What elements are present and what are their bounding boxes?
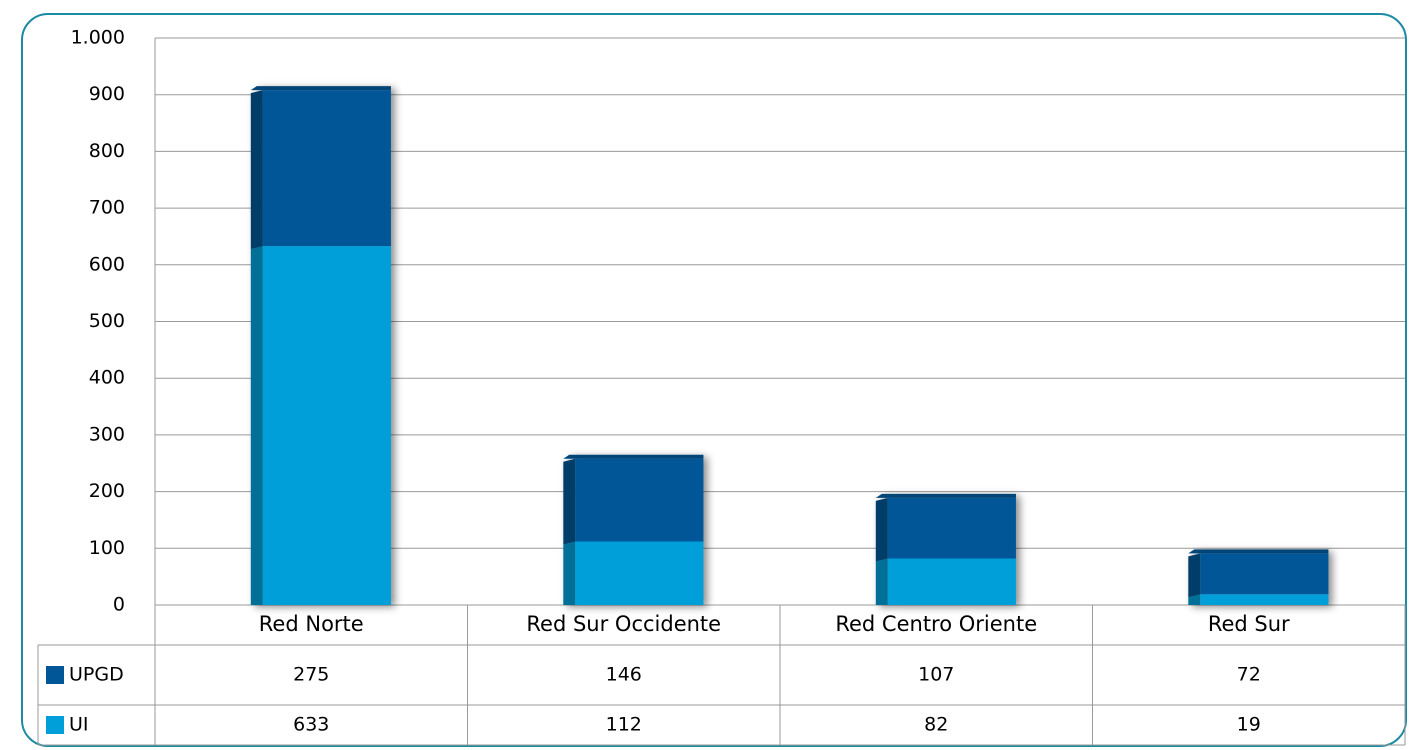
legend-swatch: [46, 716, 64, 734]
bar-stack: [563, 454, 704, 605]
bar-stack: [250, 86, 391, 606]
table-value: 146: [606, 664, 642, 686]
bar-side: [1188, 594, 1201, 605]
x-tick-label: Red Centro Oriente: [835, 612, 1037, 636]
legend-label: UPGD: [69, 664, 124, 686]
bar-side: [563, 458, 576, 545]
y-tick-label: 800: [89, 140, 125, 162]
bar-side: [250, 90, 263, 250]
x-tick-label: Red Sur Occidente: [526, 612, 721, 636]
bar: [262, 90, 391, 247]
y-tick-label: 600: [89, 253, 125, 275]
frame: [21, 13, 1407, 747]
bar: [1200, 553, 1329, 595]
y-tick-label: 900: [89, 83, 125, 105]
y-tick-label: 1.000: [71, 27, 125, 49]
bar: [887, 497, 1016, 559]
bar-top: [563, 454, 704, 459]
bar-top: [1188, 549, 1329, 554]
bar-side: [563, 541, 576, 605]
legend-label: UI: [69, 714, 89, 736]
bar-stack: [875, 493, 1016, 605]
x-tick-label: Red Norte: [259, 612, 364, 636]
bar: [887, 558, 1016, 605]
bar-stack: [1188, 549, 1329, 605]
bar: [1200, 594, 1329, 605]
table-value: 633: [293, 714, 329, 736]
y-tick-label: 400: [89, 367, 125, 389]
bar: [575, 458, 704, 542]
bar: [262, 246, 391, 606]
table-value: 107: [918, 664, 954, 686]
x-tick-label: Red Sur: [1208, 612, 1290, 636]
y-tick-label: 500: [89, 310, 125, 332]
table-value: 275: [293, 664, 329, 686]
bar: [575, 541, 704, 605]
legend-swatch: [46, 666, 64, 684]
y-tick-label: 300: [89, 423, 125, 445]
bar-side: [875, 558, 888, 605]
bar-side: [250, 246, 263, 606]
table-value: 72: [1237, 664, 1261, 686]
y-tick-label: 0: [113, 594, 125, 616]
bar-top: [875, 493, 1016, 498]
y-tick-label: 100: [89, 537, 125, 559]
bar-side: [1188, 553, 1201, 598]
bar-top: [250, 86, 391, 91]
table-value: 82: [924, 714, 948, 736]
table-value: 112: [606, 714, 642, 736]
table-value: 19: [1237, 714, 1261, 736]
bar-side: [875, 497, 888, 562]
y-tick-label: 200: [89, 480, 125, 502]
y-tick-label: 700: [89, 197, 125, 219]
